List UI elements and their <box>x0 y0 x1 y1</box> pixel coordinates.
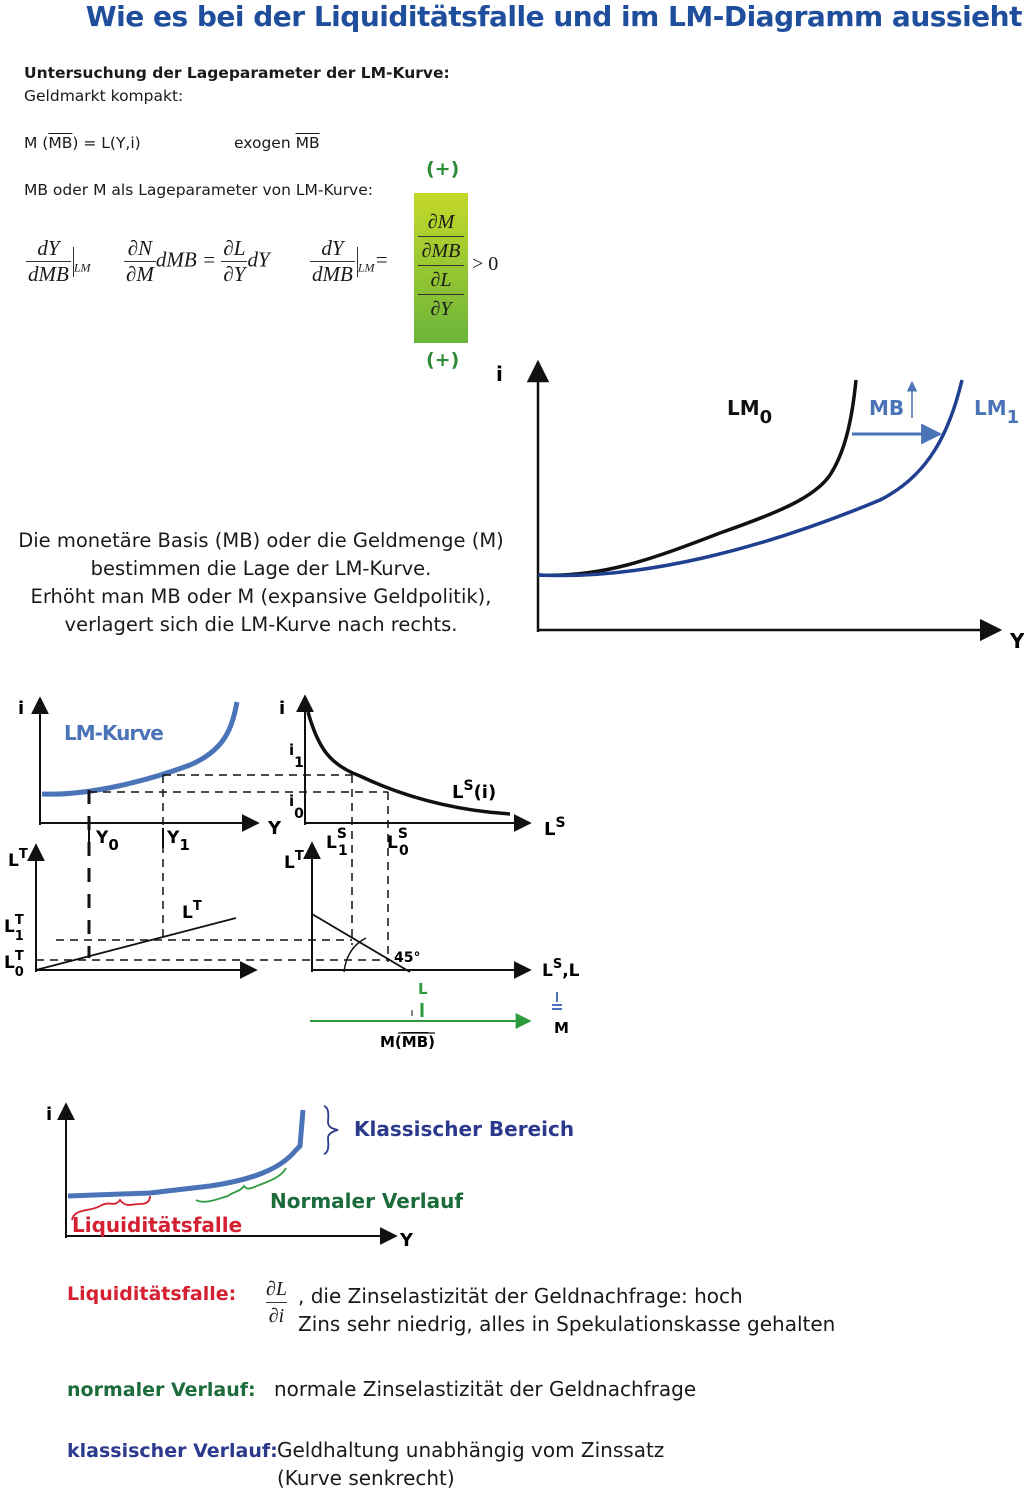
derivation-part2: ∂N ∂M dMB = ∂L ∂Y dY <box>124 236 270 287</box>
lm-chart-y-label: i <box>496 362 503 386</box>
q1-y0-label: Y0 <box>95 828 119 854</box>
box-fraction: ∂M ∂MB ∂L ∂Y <box>414 208 468 323</box>
box-top-num: ∂M <box>427 211 455 233</box>
page-title: Wie es bei der Liquiditätsfalle und im L… <box>85 0 1023 33</box>
dmb-term: dMB = <box>155 247 217 272</box>
frac2-den: ∂M <box>124 261 156 286</box>
q2-ls0-label: LS 0 <box>387 826 409 859</box>
lm0-label: LM0 <box>727 396 772 428</box>
lm-sub-2: LM <box>357 260 375 275</box>
lm1-label: LM1 <box>974 396 1019 428</box>
lm-shift-chart: i Y LM0 LM1 MB <box>496 359 1024 653</box>
subheading: Geldmarkt kompakt: <box>24 87 184 105</box>
classic-term: klassischer Verlauf: <box>67 1440 278 1462</box>
highlight-box <box>414 193 468 343</box>
classic-label: Klassischer Bereich <box>354 1117 574 1141</box>
q4-45-line <box>311 913 411 973</box>
derivation-part3: dY dMB LM= <box>310 236 389 287</box>
box-bot-den: ∂Y <box>418 294 464 323</box>
mb-overline: MB <box>48 134 73 152</box>
q2-i0-label: i0 <box>289 792 304 822</box>
frac4-num: dY <box>321 236 344 260</box>
eq-sign: = <box>374 247 389 272</box>
frac4-den: dMB <box>310 261 355 286</box>
trap-line1: , die Zinselastizität der Geldnachfrage:… <box>298 1284 743 1308</box>
q2-i1-label: i1 <box>289 741 304 771</box>
trap-term: Liquiditätsfalle: <box>67 1283 237 1305</box>
classic-line2: (Kurve senkrecht) <box>277 1466 455 1490</box>
normal-brace <box>195 1167 287 1203</box>
trap-brace <box>71 1195 151 1221</box>
q1-lm-curve <box>41 701 240 797</box>
trap-label: Liquiditätsfalle <box>72 1213 242 1237</box>
normal-text: normale Zinselastizität der Geldnachfrag… <box>274 1377 697 1401</box>
lm1-curve <box>537 379 964 578</box>
q2-ls-curve <box>306 711 511 816</box>
q1-y-label: i <box>18 698 24 719</box>
exogen-var: MB <box>295 134 320 152</box>
q4-angle-arc <box>343 937 367 973</box>
normal-term: normaler Verlauf: <box>67 1379 256 1401</box>
frac3-den: ∂Y <box>221 261 248 286</box>
q4-m-label: M <box>554 1019 569 1037</box>
explanation-line-3: Erhöht man MB oder M (expansive Geldpoli… <box>30 585 492 608</box>
lm-chart-x-label: Y <box>1009 629 1024 653</box>
explanation-line-4: verlagert sich die LM-Kurve nach rechts. <box>64 613 458 636</box>
lm0-curve <box>537 379 858 578</box>
trap-fraction: ∂L ∂i <box>266 1276 288 1329</box>
greater-zero: > 0 <box>472 253 499 275</box>
explanation-line-1: Die monetäre Basis (MB) oder die Geldmen… <box>18 529 504 552</box>
explanation: Die monetäre Basis (MB) oder die Geldmen… <box>16 527 506 639</box>
q1-x-label: Y <box>267 818 282 839</box>
q4-y-label: LT <box>284 849 304 873</box>
derivation-part1: dY dMB LM <box>26 236 91 287</box>
q2-x-label: LS <box>544 815 566 840</box>
trap-line2: Zins sehr niedrig, alles in Spekulations… <box>298 1312 836 1336</box>
classic-line1: Geldhaltung unabhängig vom Zinssatz <box>277 1438 665 1462</box>
mb-shift-label: MB <box>869 396 904 420</box>
classic-brace <box>323 1105 339 1155</box>
frac2-num: ∂N <box>127 236 153 260</box>
q2-curve-label: LS(i) <box>452 778 496 803</box>
dy-term: dY <box>247 247 270 272</box>
q3-y-label: LT <box>8 847 28 871</box>
q4-l-label: L <box>418 980 428 998</box>
q3-lt1-label: LT 1 <box>4 913 24 944</box>
lt-curve <box>67 1109 306 1199</box>
q1-curve-label: LM-Kurve <box>64 721 163 745</box>
q3-curve-label: LT <box>182 899 202 923</box>
lt-chart-x-label: Y <box>399 1230 414 1251</box>
trap-frac-den: ∂i <box>266 1302 288 1329</box>
exogen-label: exogen <box>234 134 291 152</box>
q4-angle-label: 45° <box>394 950 420 966</box>
q4-mmb-label: M(MB) <box>380 1033 435 1051</box>
lm-sub-1: LM <box>73 260 91 275</box>
section-heading: Untersuchung der Lageparameter der LM-Ku… <box>24 64 450 82</box>
frac1-den: dMB <box>26 261 71 286</box>
box-top-den: ∂MB <box>418 236 464 265</box>
q2-ls1-label: LS 1 <box>326 826 348 859</box>
lt-chart-y-label: i <box>46 1104 52 1125</box>
trap-frac-num: ∂L <box>266 1278 288 1300</box>
q4-x-label: LS,L <box>542 957 580 981</box>
money-market-equation: M (MB) = L(Y,i) <box>24 134 141 152</box>
exogen-note: exogen MB <box>234 134 320 152</box>
q2-y-label: i <box>279 698 285 719</box>
frac1-num: dY <box>37 236 60 260</box>
lageparameter-text: MB oder M als Lageparameter von LM-Kurve… <box>24 181 373 199</box>
q3-lt0-label: LT 0 <box>4 949 24 980</box>
q3-lt-line <box>35 917 237 971</box>
frac3-num: ∂L <box>223 236 246 260</box>
liquidity-trap-chart: i Y Klassischer Bereich Normaler Verlauf… <box>46 1102 574 1251</box>
explanation-line-2: bestimmen die Lage der LM-Kurve. <box>90 557 432 580</box>
normal-label: Normaler Verlauf <box>270 1189 463 1213</box>
four-quadrant-diagram: i Y LM-Kurve Y0 Y1 i LS LS(i) i1 i0 LS 1 … <box>4 694 580 1051</box>
sign-top: (+) <box>426 158 460 180</box>
q1-y1-label: Y1 <box>166 828 190 854</box>
sign-bottom: (+) <box>426 349 460 371</box>
box-bot-num: ∂L <box>430 269 452 291</box>
